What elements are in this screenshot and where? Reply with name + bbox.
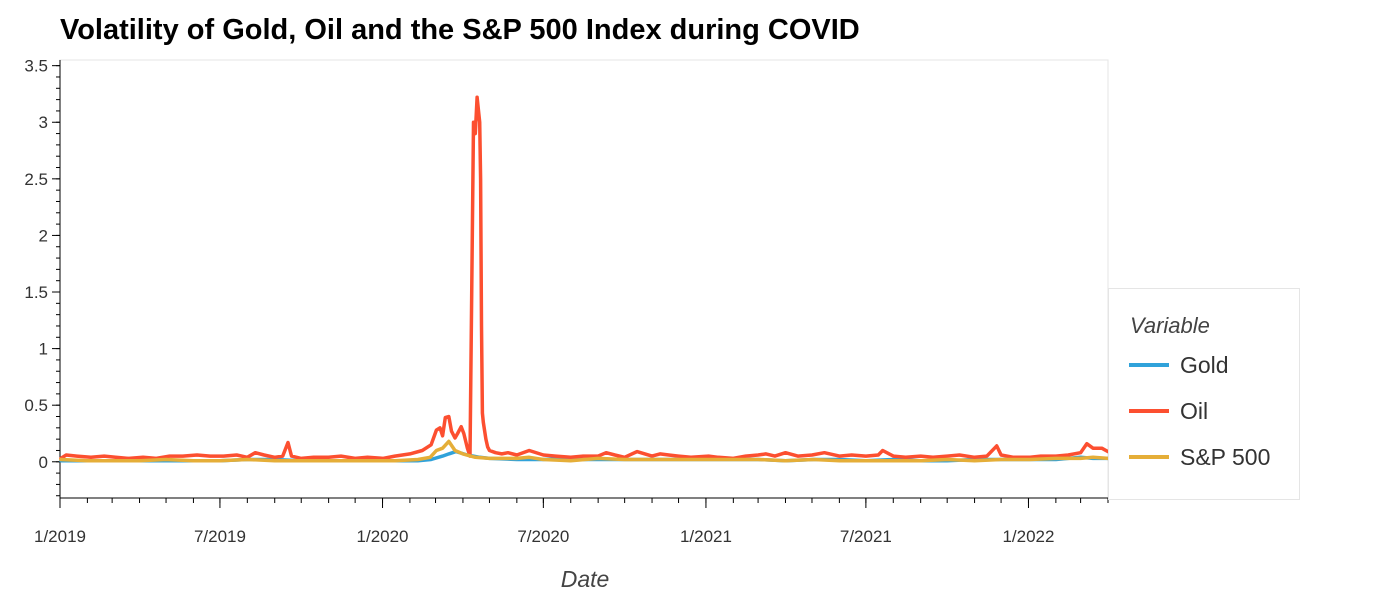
legend-swatch-gold <box>1129 363 1169 367</box>
legend-item-oil[interactable]: Oil <box>1129 396 1208 426</box>
legend: Variable Gold Oil S&P 500 <box>1108 288 1300 500</box>
legend-item-sp500[interactable]: S&P 500 <box>1129 442 1270 472</box>
y-tick-label: 3.5 <box>24 57 48 76</box>
series-line-oil <box>59 95 1110 461</box>
x-tick-label: 7/2020 <box>517 527 569 546</box>
plot-frame <box>59 59 1109 499</box>
x-tick-label: 1/2022 <box>1002 527 1054 546</box>
x-tick-label: 1/2019 <box>34 527 86 546</box>
y-tick-label: 2 <box>39 226 48 245</box>
y-tick-label: 1 <box>39 340 48 359</box>
chart-title: Volatility of Gold, Oil and the S&P 500 … <box>60 14 860 46</box>
x-axis: 1/2019 7/2019 1/2020 7/2020 1/2021 7/2021 1/20… <box>34 497 1109 546</box>
x-tick-label: 1/2021 <box>680 527 732 546</box>
x-tick-label: 1/2020 <box>357 527 409 546</box>
legend-label-oil: Oil <box>1180 397 1209 424</box>
x-tick-label: 7/2021 <box>840 527 892 546</box>
y-tick-label: 1.5 <box>24 283 48 302</box>
y-tick-label: 3 <box>39 113 48 132</box>
series-line-sp500 <box>59 439 1110 463</box>
legend-title: Variable <box>1130 313 1210 338</box>
legend-swatch-oil <box>1129 409 1169 413</box>
y-axis: 0 0.5 1 1.5 2 2.5 3 3.5 <box>24 57 61 498</box>
y-tick-label: 0 <box>39 453 48 472</box>
y-tick-label: 2.5 <box>24 170 48 189</box>
x-axis-label: Date <box>561 566 610 592</box>
series-layer <box>59 95 1110 463</box>
x-tick-label: 7/2019 <box>194 527 246 546</box>
legend-label-sp500: S&P 500 <box>1180 443 1271 470</box>
plot-border <box>59 59 1109 499</box>
y-tick-label: 0.5 <box>24 396 48 415</box>
legend-item-gold[interactable]: Gold <box>1129 350 1229 380</box>
legend-swatch-sp500 <box>1129 455 1169 459</box>
legend-label-gold: Gold <box>1180 351 1229 378</box>
